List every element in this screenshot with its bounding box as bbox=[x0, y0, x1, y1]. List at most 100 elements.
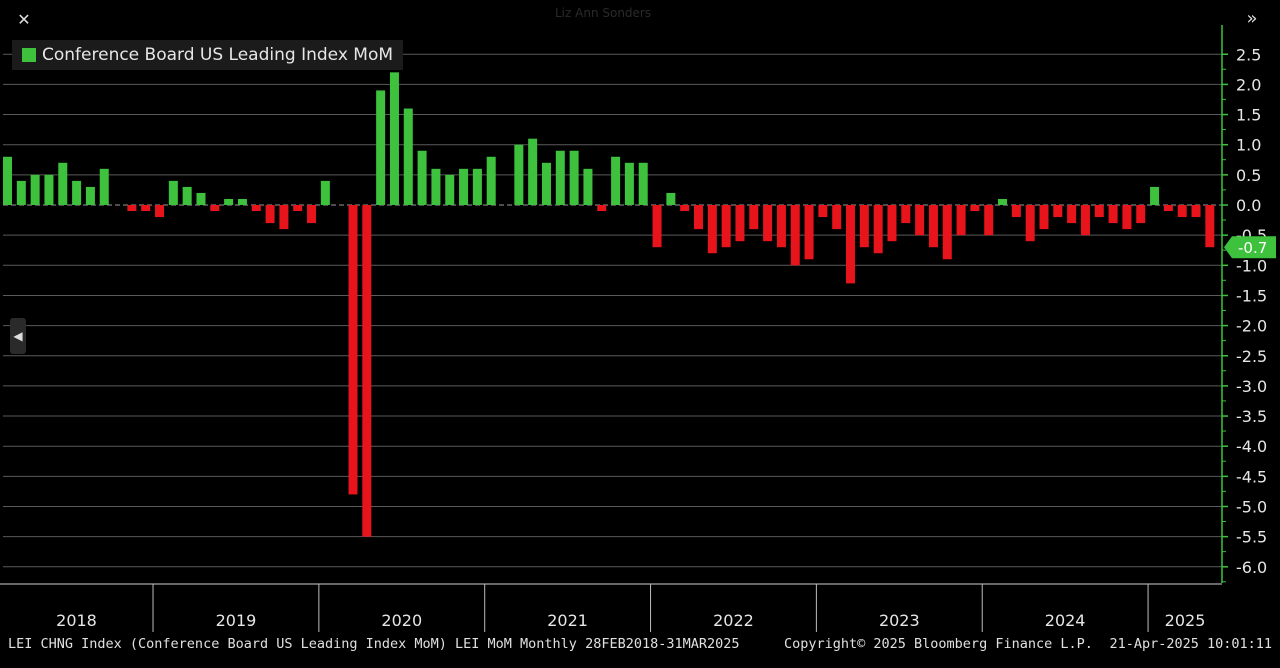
bar bbox=[265, 205, 275, 224]
bar bbox=[72, 180, 82, 205]
year-label: 2019 bbox=[216, 611, 257, 630]
y-tick-label: 0.0 bbox=[1236, 196, 1261, 215]
bar bbox=[624, 162, 634, 205]
bar bbox=[1108, 205, 1118, 224]
y-tick-label: 1.5 bbox=[1236, 106, 1261, 125]
bar bbox=[915, 205, 925, 236]
top-bar: ✕ Liz Ann Sonders » bbox=[0, 0, 1280, 38]
year-label: 2018 bbox=[56, 611, 97, 630]
bar bbox=[237, 198, 247, 205]
bar bbox=[472, 168, 482, 205]
y-tick-label: 2.0 bbox=[1236, 75, 1261, 94]
bar bbox=[196, 192, 206, 205]
bar bbox=[1080, 205, 1090, 236]
bar bbox=[818, 205, 828, 218]
scroll-left-icon[interactable]: ◀ bbox=[10, 318, 26, 354]
bar bbox=[749, 205, 759, 230]
bar bbox=[1067, 205, 1077, 224]
bar bbox=[956, 205, 966, 236]
bar bbox=[307, 205, 317, 224]
y-tick-label: -2.0 bbox=[1236, 317, 1267, 336]
bar bbox=[1039, 205, 1049, 230]
bar bbox=[514, 144, 524, 205]
bar bbox=[348, 205, 358, 495]
bar bbox=[1191, 205, 1201, 218]
bar bbox=[279, 205, 289, 230]
y-tick-label: 0.5 bbox=[1236, 166, 1261, 185]
bar bbox=[942, 205, 952, 260]
bar bbox=[555, 150, 565, 205]
last-value-label: -0.7 bbox=[1238, 239, 1267, 257]
footer-timestamp: 21-Apr-2025 10:01:11 bbox=[1109, 636, 1272, 652]
bar bbox=[1136, 205, 1146, 224]
bar bbox=[127, 205, 137, 212]
bar bbox=[417, 150, 427, 205]
bar bbox=[652, 205, 662, 248]
bar bbox=[970, 205, 980, 212]
bar bbox=[85, 186, 95, 205]
bar bbox=[984, 205, 994, 236]
bar bbox=[1094, 205, 1104, 218]
y-tick-label: -6.0 bbox=[1236, 558, 1267, 577]
bar bbox=[486, 156, 496, 205]
bar bbox=[1163, 205, 1173, 212]
bar bbox=[376, 90, 386, 205]
bar bbox=[182, 186, 192, 205]
bar bbox=[1122, 205, 1132, 230]
y-axis: 2.52.01.51.00.50.0-0.5-1.0-1.5-2.0-2.5-3… bbox=[1221, 25, 1267, 583]
y-tick-label: -1.0 bbox=[1236, 256, 1267, 275]
close-icon[interactable]: ✕ bbox=[17, 10, 31, 29]
legend-swatch bbox=[22, 48, 36, 62]
bar bbox=[859, 205, 869, 248]
footer-description: LEI CHNG Index (Conference Board US Lead… bbox=[8, 636, 740, 652]
bar bbox=[721, 205, 731, 248]
bar bbox=[30, 174, 40, 205]
y-tick-label: -4.0 bbox=[1236, 437, 1267, 456]
legend-label: Conference Board US Leading Index MoM bbox=[42, 45, 394, 65]
year-label: 2022 bbox=[713, 611, 754, 630]
bar bbox=[832, 205, 842, 230]
bar bbox=[638, 162, 648, 205]
bar bbox=[735, 205, 745, 242]
bar bbox=[1011, 205, 1021, 218]
bar bbox=[680, 205, 690, 212]
y-tick-label: -1.5 bbox=[1236, 286, 1267, 305]
bar bbox=[293, 205, 303, 212]
bar bbox=[1177, 205, 1187, 218]
bar bbox=[459, 168, 469, 205]
bar bbox=[3, 156, 12, 205]
year-label: 2021 bbox=[547, 611, 588, 630]
y-tick-label: -2.5 bbox=[1236, 347, 1267, 366]
year-label: 2024 bbox=[1045, 611, 1086, 630]
bar bbox=[928, 205, 938, 248]
y-tick-label: -4.5 bbox=[1236, 467, 1267, 486]
bar bbox=[389, 72, 399, 205]
bar bbox=[1150, 186, 1160, 205]
bar bbox=[998, 198, 1008, 205]
y-tick-label: 1.0 bbox=[1236, 136, 1261, 155]
year-label: 2023 bbox=[879, 611, 920, 630]
bar bbox=[611, 156, 621, 205]
bar bbox=[16, 180, 26, 205]
year-label: 2020 bbox=[381, 611, 422, 630]
bar bbox=[362, 205, 372, 537]
bar bbox=[541, 162, 551, 205]
bar bbox=[776, 205, 786, 248]
gridlines bbox=[3, 53, 1222, 568]
bar bbox=[887, 205, 897, 242]
bar bbox=[251, 205, 261, 212]
bar bbox=[666, 192, 676, 205]
bar bbox=[597, 205, 607, 212]
y-tick-label: 2.5 bbox=[1236, 45, 1261, 64]
bar bbox=[873, 205, 883, 254]
bar bbox=[583, 168, 593, 205]
bar bbox=[694, 205, 703, 230]
bar bbox=[445, 174, 455, 205]
bar bbox=[224, 198, 234, 205]
bar bbox=[763, 205, 773, 242]
bar bbox=[155, 205, 165, 218]
bar bbox=[1205, 205, 1215, 248]
double-chevron-right-icon[interactable]: » bbox=[1246, 8, 1258, 29]
bar bbox=[528, 138, 538, 205]
